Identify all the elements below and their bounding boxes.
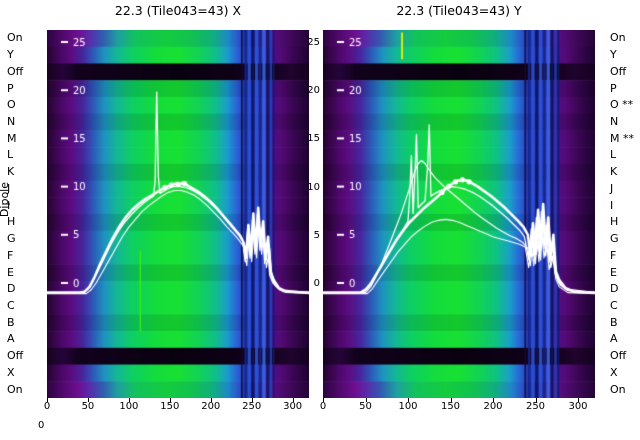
x-tick-label: 300 [283,401,303,412]
y-tick-label: 20 [307,85,320,97]
dipole-row-label: D [7,282,16,296]
plot-y-title: 22.3 (Tile043=43) Y [396,3,522,18]
x-tick-label: 200 [483,401,503,412]
dipole-row-label: Off [610,349,627,363]
dipole-row-label: H [610,215,619,229]
dipole-row-label: I [7,198,11,212]
heatmap-y [323,30,595,398]
dipole-row-label: I [610,198,614,212]
dipole-row-label: P [7,81,14,95]
stray-zero-label: 0 [38,420,45,431]
dipole-row-label: E [610,265,617,279]
dipole-row-label: X [7,365,15,379]
dipole-row-label: A [610,332,618,346]
x-tick-label: 50 [81,401,95,412]
dipole-row-label: On [7,382,23,396]
dipole-row-label: A [7,332,15,346]
x-tick-mark [128,398,130,402]
dipole-row-label: B [610,315,618,329]
x-tick-mark [365,398,367,402]
dipole-row-label: P [610,81,617,95]
dipole-row-label: On [610,382,626,396]
dipole-row-label: F [610,248,617,262]
dipole-row-label: B [7,315,15,329]
x-tick-mark [323,398,324,402]
x-tick-label: 0 [43,401,51,412]
x-tick-mark [450,398,452,402]
dipole-row-label: J [7,181,11,195]
x-tick-mark [47,398,48,402]
x-tick-mark [292,398,294,402]
y-tick-label: 5 [313,229,320,241]
dipole-row-label: X [610,365,618,379]
x-tick-label: 300 [568,401,588,412]
dipole-row-label: Off [7,64,24,78]
heatmap-x [47,30,309,398]
x-tick-mark [535,398,537,402]
x-tick-label: 150 [440,401,461,412]
dipole-row-label: K [7,165,15,179]
y-tick-label: 10 [307,181,320,193]
x-tick-mark [493,398,494,402]
dipole-row-label: On [7,31,23,45]
dipole-row-label: E [7,265,14,279]
dipole-row-label: H [7,215,16,229]
dipole-row-label: D [610,282,619,296]
dipole-row-label: O [7,98,16,112]
dipole-row-label: On [610,31,626,45]
x-tick-label: 50 [359,401,372,412]
dipole-row-label: L [610,148,617,162]
plot-x-title: 22.3 (Tile043=43) X [114,3,242,18]
dipole-row-label: O ** [610,98,634,112]
x-tick-mark [251,398,253,402]
x-tick-mark [87,398,89,402]
dipole-row-label: M ** [610,131,634,145]
x-tick-mark [169,398,171,402]
x-tick-label: 100 [398,401,418,412]
x-tick-label: 0 [319,401,327,412]
dipole-row-label: Off [610,64,627,78]
dipole-row-label: Y [610,48,617,62]
x-tick-label: 150 [160,401,180,412]
dipole-row-label: N [7,115,16,128]
y-tick-label: 15 [307,133,320,145]
dipole-row-label: Y [7,48,14,62]
x-tick-label: 250 [242,401,262,412]
y-tick-label: 0 [313,278,320,289]
dipole-row-label: L [7,148,14,162]
dipole-row-label: C [610,299,618,312]
dipole-row-label: Off [7,349,24,363]
x-tick-label: 250 [525,401,546,412]
dipole-row-label: N [610,115,619,128]
x-tick-label: 200 [201,401,221,412]
dipole-row-label: M [7,131,17,145]
dipole-row-label: G [610,232,619,246]
dipole-row-label: K [610,165,618,179]
dipole-row-label: G [7,232,16,246]
x-tick-mark [408,398,409,402]
dipole-row-label: F [7,248,14,262]
dipole-row-label: J [610,181,614,195]
x-tick-label: 100 [119,401,139,412]
y-tick-label: 25 [307,37,320,48]
x-tick-mark [210,398,212,402]
dipole-row-label: C [7,299,15,312]
x-tick-mark [578,398,579,402]
